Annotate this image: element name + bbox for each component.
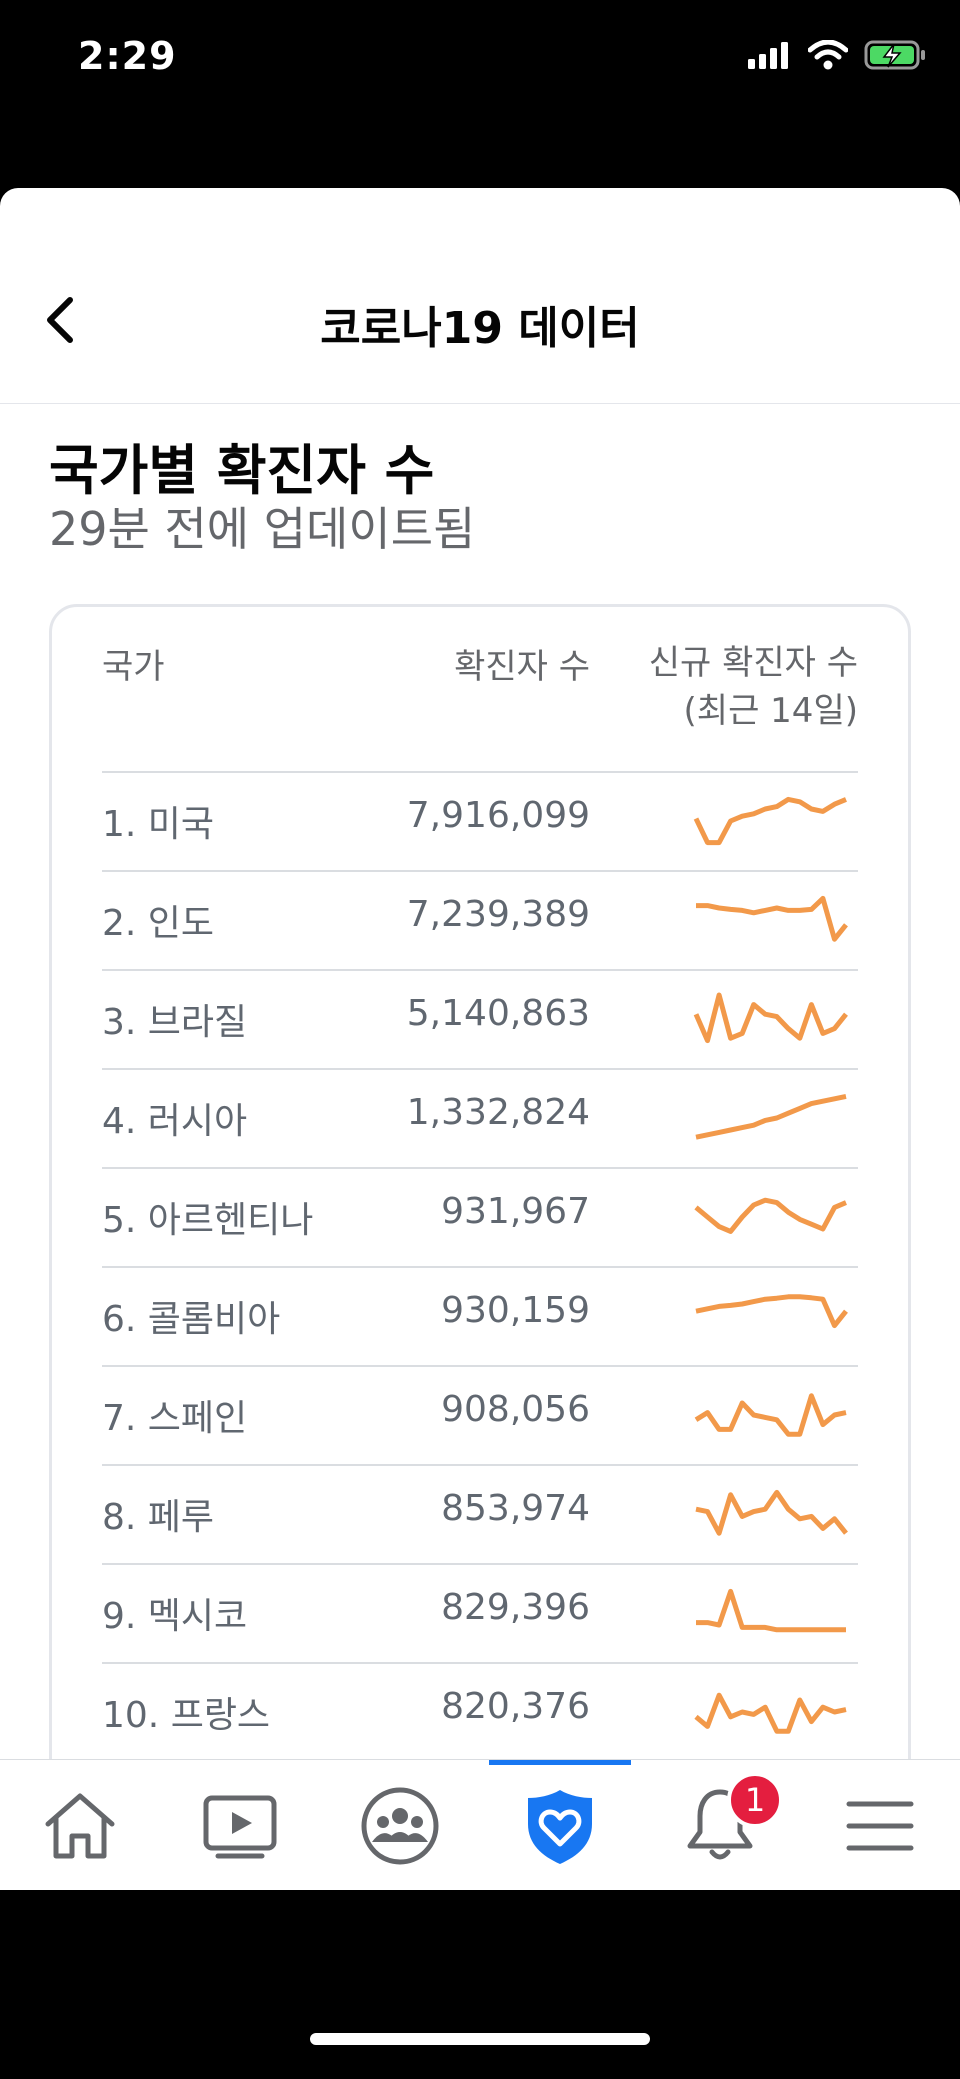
bottom-tab-bar (0, 1759, 960, 1890)
sparkline-path (696, 1588, 846, 1633)
table-header: 국가 확진자 수 신규 확진자 수 (최근 14일) (102, 627, 858, 731)
table-row[interactable]: 7. 스페인 908,056 (102, 1365, 858, 1464)
tab-covid-info[interactable] (480, 1760, 640, 1890)
cellular-signal-icon (748, 42, 788, 69)
nav-bar: 코로나19 데이터 (0, 188, 960, 404)
notification-badge: 1 (727, 1772, 783, 1828)
country-name: 4. 러시아 (102, 1101, 248, 1142)
country-name: 1. 미국 (102, 804, 215, 845)
country-name: 2. 인도 (102, 903, 215, 944)
trend-sparkline (693, 992, 848, 1044)
active-tab-indicator (489, 1760, 631, 1765)
column-header-new-cases: 신규 확진자 수 (최근 14일) (649, 639, 858, 735)
home-icon (45, 1793, 115, 1858)
table-row[interactable]: 8. 페루 853,974 (102, 1464, 858, 1563)
tab-groups[interactable] (320, 1760, 480, 1890)
case-count: 7,239,389 (406, 894, 590, 935)
case-count: 1,332,824 (406, 1092, 590, 1133)
groups-icon (361, 1787, 439, 1864)
case-count: 930,159 (441, 1290, 590, 1331)
column-header-cases: 확진자 수 (454, 647, 590, 687)
tab-watch[interactable] (160, 1760, 320, 1890)
case-count: 931,967 (441, 1191, 590, 1232)
case-count: 853,974 (441, 1488, 590, 1529)
table-row[interactable]: 1. 미국 7,916,099 (102, 771, 858, 870)
trend-sparkline (694, 1393, 847, 1437)
case-count: 820,376 (441, 1686, 590, 1727)
country-name: 5. 아르헨티나 (102, 1200, 314, 1241)
back-button[interactable] (40, 296, 80, 344)
country-name: 7. 스페인 (102, 1398, 248, 1439)
home-indicator[interactable] (310, 2033, 650, 2045)
column-header-new-cases-line2: (최근 14일) (683, 691, 858, 731)
trend-sparkline (693, 796, 847, 846)
chevron-left-icon (47, 297, 73, 343)
sparkline-path (693, 992, 848, 1044)
trend-sparkline (695, 1489, 848, 1536)
table-row[interactable]: 9. 멕시코 829,396 (102, 1563, 858, 1662)
case-count: 908,056 (441, 1389, 590, 1430)
status-bar: 2:29 (0, 0, 960, 188)
column-header-country: 국가 (102, 647, 165, 687)
table-row[interactable]: 4. 러시아 1,332,824 (102, 1068, 858, 1167)
trend-sparkline (694, 1197, 847, 1234)
trend-sparkline (694, 1692, 847, 1734)
tab-notifications[interactable] (640, 1760, 800, 1890)
sparkline-path (695, 1489, 848, 1536)
table-row[interactable]: 6. 콜롬비아 930,159 (102, 1266, 858, 1365)
wifi-icon (808, 40, 848, 70)
table-row[interactable]: 10. 프랑스 820,376 (102, 1662, 858, 1761)
cases-by-country-table: 국가 확진자 수 신규 확진자 수 (최근 14일) 1. 미국 7,916,09… (49, 604, 911, 1890)
trend-sparkline (695, 1093, 847, 1140)
country-name: 6. 콜롬비아 (102, 1299, 281, 1340)
trend-sparkline (696, 895, 848, 942)
sparkline-path (693, 796, 847, 846)
sparkline-path (695, 1294, 848, 1329)
column-header-new-cases-line1: 신규 확진자 수 (648, 643, 858, 683)
status-icons (748, 40, 926, 70)
case-count: 7,916,099 (406, 795, 590, 836)
tab-menu[interactable] (800, 1760, 960, 1890)
section-title: 국가별 확진자 수 (49, 439, 435, 502)
heart-shield-icon (528, 1789, 592, 1864)
tab-home[interactable] (0, 1760, 160, 1890)
table-rows: 1. 미국 7,916,099 2. 인도 7,239,389 3. 브라질 5,14… (102, 771, 858, 1860)
case-count: 829,396 (441, 1587, 590, 1628)
country-name: 9. 멕시코 (102, 1596, 248, 1637)
sparkline-path (694, 1393, 847, 1437)
hamburger-menu-icon (846, 1801, 914, 1850)
table-row[interactable]: 3. 브라질 5,140,863 (102, 969, 858, 1068)
sparkline-path (696, 895, 848, 942)
trend-sparkline (695, 1294, 848, 1329)
case-count: 5,140,863 (406, 993, 590, 1034)
video-play-icon (203, 1795, 277, 1858)
trend-sparkline (696, 1588, 846, 1633)
page-title: 코로나19 데이터 (320, 303, 640, 354)
covid-data-sheet: 코로나19 데이터 국가별 확진자 수 29분 전에 업데이트됨 국가 확진자 … (0, 188, 960, 1890)
sparkline-path (694, 1692, 847, 1734)
last-updated-text: 29분 전에 업데이트됨 (49, 502, 476, 556)
table-row[interactable]: 2. 인도 7,239,389 (102, 870, 858, 969)
country-name: 3. 브라질 (102, 1002, 248, 1043)
country-name: 10. 프랑스 (102, 1695, 271, 1736)
sparkline-path (695, 1093, 847, 1140)
battery-charging-icon (864, 40, 925, 70)
table-row[interactable]: 5. 아르헨티나 931,967 (102, 1167, 858, 1266)
status-time: 2:29 (78, 34, 177, 78)
country-name: 8. 페루 (102, 1497, 215, 1538)
sparkline-path (694, 1197, 847, 1234)
